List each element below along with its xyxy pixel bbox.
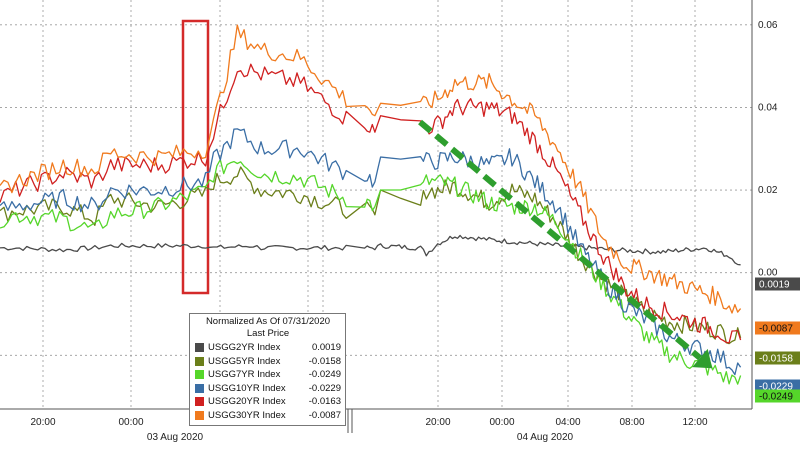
legend-entry: USGG2YR Index 0.0019 [195, 341, 341, 355]
legend-entry: USGG5YR Index -0.0158 [195, 355, 341, 369]
legend-swatch [195, 397, 204, 407]
trend-arrow [418, 119, 713, 369]
series-line-usgg20yr [0, 63, 742, 344]
series-line-usgg2yr [0, 234, 741, 266]
y-tick-label: 0.04 [758, 102, 778, 113]
series-line-usgg10yr [0, 128, 742, 376]
date-label: 04 Aug 2020 [517, 432, 574, 443]
legend-subtitle: Last Price [246, 328, 290, 339]
last-value-tag-text: -0.0229 [759, 382, 793, 393]
last-value-tags: 0.0019 -0.0087 -0.0158 -0.0229-0.0249 [755, 277, 800, 403]
legend-series-value: -0.0158 [308, 355, 341, 367]
legend-series-value: -0.0163 [308, 396, 341, 407]
x-tick-label: 04:00 [555, 417, 580, 428]
last-value-tag-text: 0.0019 [759, 280, 790, 291]
last-value-tag-text: -0.0158 [759, 354, 793, 365]
trend-arrow-head [692, 348, 713, 369]
legend: Normalized As Of 07/31/2020 Last Price U… [189, 313, 346, 426]
x-tick-label: 12:00 [682, 417, 707, 428]
legend-series-name: USGG2YR Index [208, 342, 281, 353]
legend-series-name: USGG20YR Index [208, 396, 286, 407]
legend-swatch [195, 343, 204, 353]
last-value-tag: 0.0019 [755, 277, 800, 291]
last-value-tag-text: -0.0087 [759, 324, 793, 335]
series-line-usgg7yr [0, 159, 742, 385]
series-lines [0, 24, 742, 385]
last-value-tag-bg [755, 351, 800, 365]
legend-entries: USGG2YR Index 0.0019 USGG5YR Index -0.0158 U… [195, 341, 341, 422]
legend-swatch [195, 383, 204, 393]
last-value-tag: -0.0229 [755, 379, 800, 393]
last-value-tag-bg [755, 321, 800, 335]
last-value-tag: -0.0249 [755, 389, 800, 403]
trend-arrow-shaft [418, 119, 702, 361]
legend-series-name: USGG5YR Index [208, 355, 281, 367]
legend-series-value: -0.0249 [308, 369, 341, 380]
legend-entry: USGG10YR Index -0.0229 [195, 382, 341, 396]
x-tick-label: 00:00 [118, 417, 143, 428]
last-value-tag: -0.0158 [755, 351, 800, 365]
last-value-tag-bg [755, 379, 800, 393]
legend-swatch [195, 370, 204, 380]
x-tick-label: 20:00 [30, 417, 55, 428]
last-value-tag: -0.0087 [755, 321, 800, 335]
legend-series-value: 0.0019 [311, 342, 341, 353]
legend-entry: USGG30YR Index -0.0087 [195, 409, 341, 423]
x-tick-label: 08:00 [619, 417, 644, 428]
legend-series-name: USGG30YR Index [208, 409, 286, 421]
y-tick-label: 0.06 [758, 20, 778, 31]
legend-series-value: -0.0087 [308, 409, 341, 421]
x-tick-label: 00:00 [489, 417, 514, 428]
y-tick-label: 0.02 [758, 185, 778, 196]
legend-entry: USGG7YR Index -0.0249 [195, 368, 341, 382]
series-line-usgg30yr [0, 24, 742, 314]
legend-swatch [195, 356, 204, 366]
last-value-tag-text: -0.0249 [759, 392, 793, 403]
last-value-tag-bg [755, 389, 800, 403]
legend-title: Normalized As Of 07/31/2020 [205, 316, 331, 327]
y-tick-label: 0.00 [758, 268, 778, 279]
date-label: 03 Aug 2020 [147, 432, 204, 443]
legend-series-name: USGG10YR Index [208, 382, 286, 394]
axes: 0.060.040.020.00-0.0220:0000:0004:0008:0… [0, 0, 781, 443]
last-value-tag-bg [755, 277, 800, 291]
legend-series-value: -0.0229 [308, 382, 341, 394]
x-tick-label: 20:00 [425, 417, 450, 428]
legend-swatch [195, 410, 204, 420]
legend-series-name: USGG7YR Index [208, 369, 281, 380]
legend-entry: USGG20YR Index -0.0163 [195, 395, 341, 409]
